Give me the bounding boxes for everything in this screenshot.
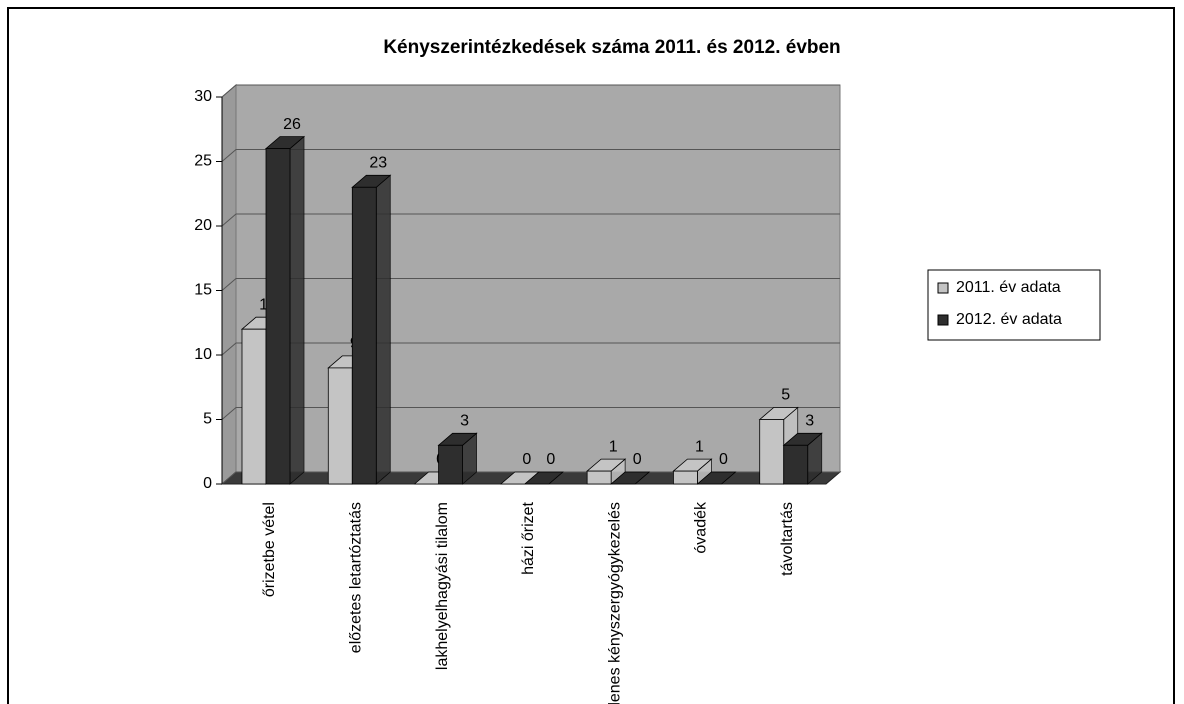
legend: 2011. év adata 2012. év adata (927, 269, 1101, 341)
x-tick-label: előzetes letartóztatás (348, 502, 365, 653)
x-tick-label: házi őrizet (520, 501, 537, 574)
grid-line (221, 149, 840, 162)
x-tick-label: ideiglenes kényszergyógykezelés (606, 502, 623, 704)
legend-swatch (937, 282, 949, 294)
data-label: 26 (283, 116, 301, 133)
y-tick-label: 5 (203, 411, 212, 428)
bar (586, 470, 612, 485)
data-label: 5 (781, 387, 790, 404)
x-tick-label: távoltartás (779, 502, 796, 576)
x-tick-label: őrizetbe vétel (261, 502, 278, 597)
legend-swatch (937, 314, 949, 326)
y-tick-label: 30 (194, 88, 212, 105)
data-label: 0 (719, 451, 728, 468)
y-tick-label: 10 (194, 346, 212, 363)
x-tick-label: óvadék (693, 501, 710, 554)
bar (265, 148, 291, 485)
data-label: 23 (369, 155, 387, 172)
bar-top (696, 471, 737, 485)
grid-line (221, 84, 840, 98)
legend-box (927, 269, 1101, 341)
data-label: 1 (695, 438, 704, 455)
legend-label: 2012. év adata (956, 311, 1062, 328)
data-label: 0 (546, 451, 555, 468)
bar (438, 444, 463, 485)
data-label: 0 (522, 451, 531, 468)
y-tick-label: 0 (203, 475, 212, 492)
bar-side (375, 174, 391, 485)
legend-label: 2011. év adata (956, 279, 1061, 296)
data-label: 3 (460, 413, 469, 430)
bar-top (610, 471, 651, 485)
bar (241, 328, 267, 485)
bar (783, 444, 809, 485)
grid-line (221, 342, 840, 356)
bar (673, 470, 698, 485)
chart-title: Kényszerintézkedések száma 2011. és 2012… (383, 37, 840, 58)
bar (759, 419, 785, 485)
bar (327, 367, 353, 485)
y-tick-label: 25 (194, 153, 212, 170)
data-label: 1 (609, 438, 618, 455)
y-tick-label: 20 (194, 217, 212, 234)
y-tick-label: 15 (194, 282, 212, 299)
data-label: 3 (805, 413, 814, 430)
bar-side (289, 135, 305, 485)
bar (351, 186, 377, 485)
data-label: 0 (633, 451, 642, 468)
bar-top (523, 471, 564, 485)
grid-line (221, 407, 840, 420)
grid-line (221, 278, 840, 291)
x-tick-label: lakhelyelhagyási tilalom (434, 502, 451, 670)
grid-line (221, 213, 840, 227)
